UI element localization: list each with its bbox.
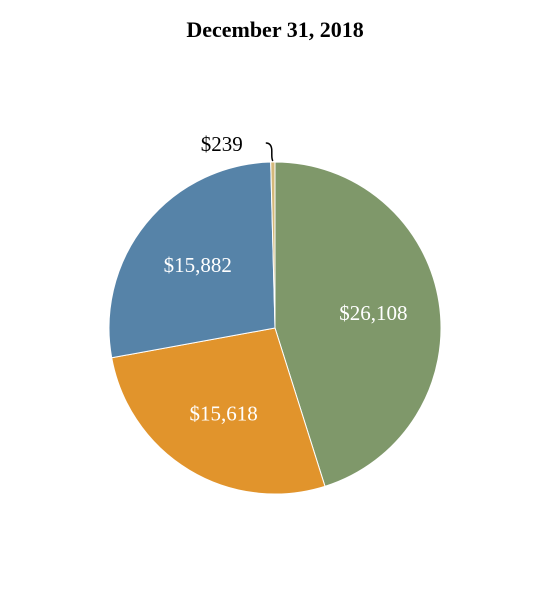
pie-slice-239 (270, 161, 276, 329)
chart-title: December 31, 2018 (186, 17, 364, 42)
slice-label-15618: $15,618 (189, 401, 257, 425)
pie-slice-15618 (111, 327, 326, 495)
slice-label-15882: $15,882 (164, 253, 232, 277)
slice-labels: $26,108 $15,618 $15,882 $239 (164, 132, 408, 425)
leader-lines (265, 142, 274, 162)
pie-slice-26108 (274, 161, 442, 487)
slice-label-26108: $26,108 (339, 301, 407, 325)
slice-label-239: $239 (201, 132, 243, 156)
pie-slice-15882 (108, 161, 276, 359)
pie-slices (108, 161, 442, 495)
leader-line-239 (265, 142, 274, 162)
